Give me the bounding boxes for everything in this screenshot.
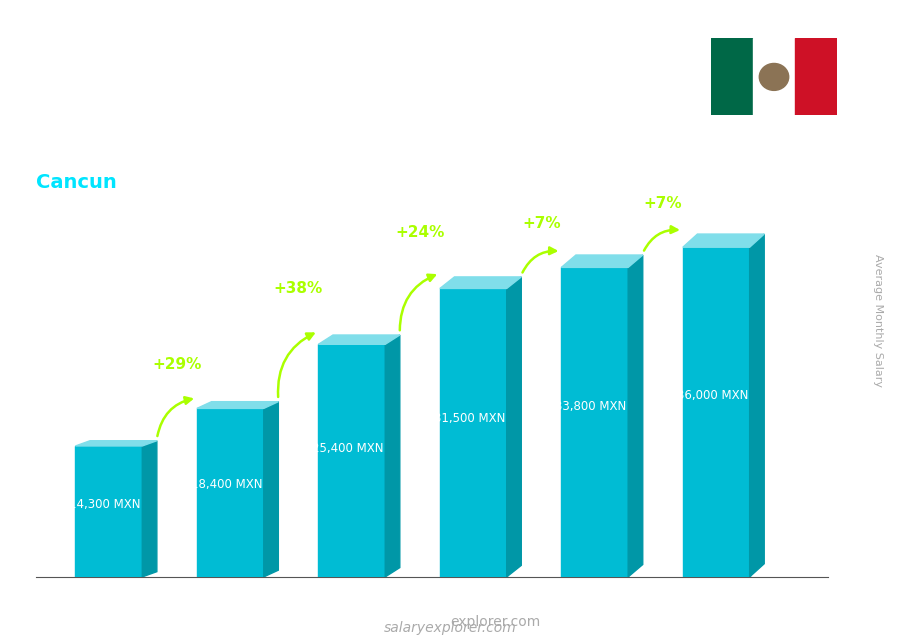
Text: salaryexplorer.com: salaryexplorer.com [383,620,517,635]
Text: 36,000 MXN: 36,000 MXN [677,389,748,402]
Text: +7%: +7% [644,196,682,211]
Polygon shape [76,441,157,446]
Polygon shape [319,335,400,344]
Bar [197,408,264,577]
Polygon shape [264,402,278,577]
Polygon shape [507,277,521,577]
Bar [562,267,628,577]
Bar [753,38,795,115]
Bar [683,247,750,577]
Bar [440,288,507,577]
Polygon shape [385,335,400,577]
Text: +29%: +29% [152,357,202,372]
Bar [795,38,837,115]
Polygon shape [440,277,521,288]
Text: salary: salary [402,615,450,629]
Text: 25,400 MXN: 25,400 MXN [312,442,383,456]
Text: Salary Comparison By Experience: Salary Comparison By Experience [36,45,612,74]
Polygon shape [142,441,157,577]
Bar [711,38,753,115]
Text: 31,500 MXN: 31,500 MXN [434,412,505,425]
Text: explorer.com: explorer.com [450,615,540,629]
Polygon shape [628,255,643,577]
Text: +24%: +24% [395,226,445,240]
Bar [76,446,142,577]
Circle shape [760,63,788,90]
Text: Cancun: Cancun [36,173,117,192]
Text: +38%: +38% [274,281,323,296]
Polygon shape [562,255,643,267]
Polygon shape [197,402,278,408]
Polygon shape [750,234,764,577]
Text: Average Monthly Salary: Average Monthly Salary [873,254,883,387]
Text: 14,300 MXN: 14,300 MXN [69,499,141,512]
Bar [319,344,385,577]
Text: Programme Assistant: Programme Assistant [36,115,258,135]
Text: +7%: +7% [522,216,561,231]
Text: 18,400 MXN: 18,400 MXN [191,478,263,491]
Text: 33,800 MXN: 33,800 MXN [555,400,626,413]
Polygon shape [683,234,764,247]
